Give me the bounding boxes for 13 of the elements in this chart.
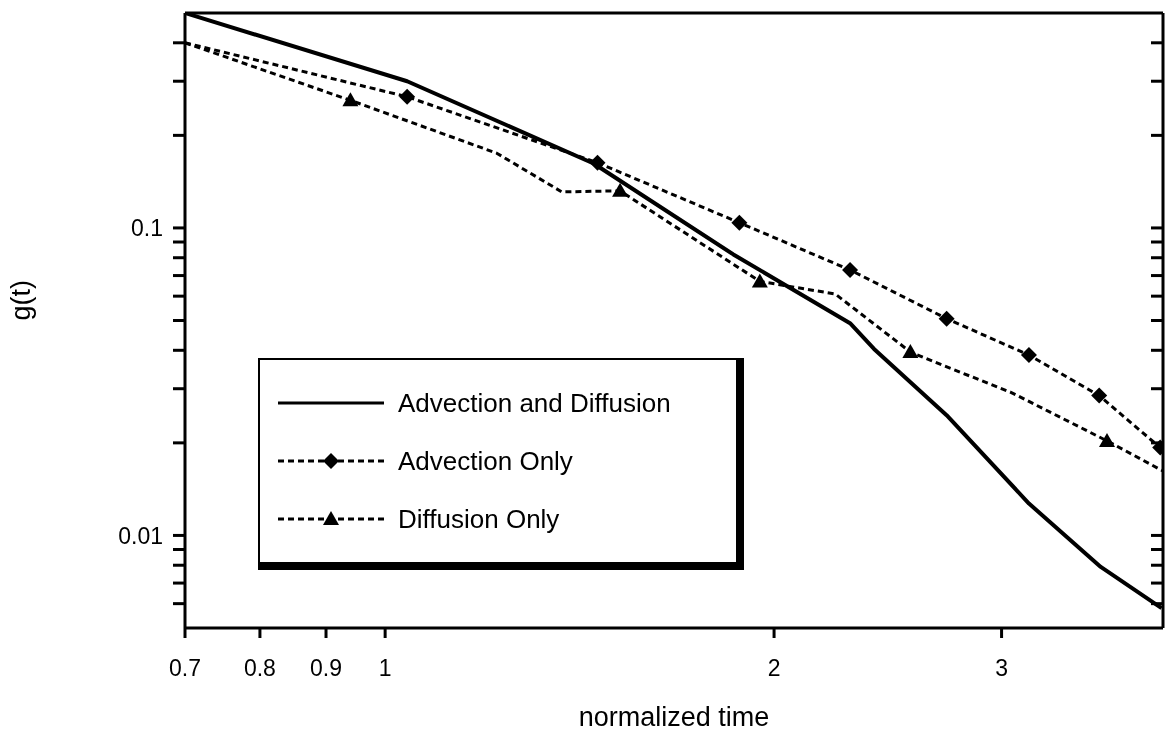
x-tick-label: 0.9 <box>310 655 343 682</box>
x-tick-label: 1 <box>378 655 392 682</box>
x-tick-label: 0.8 <box>243 655 276 682</box>
y-tick-label: 0.01 <box>118 522 163 549</box>
legend-label: Advection and Diffusion <box>398 387 671 419</box>
y-axis-title: g(t) <box>5 280 36 321</box>
x-tick-label: 2 <box>767 655 781 682</box>
legend-label: Diffusion Only <box>398 503 560 535</box>
y-tick-label: 0.1 <box>131 215 163 242</box>
legend-label: Advection Only <box>398 445 573 477</box>
x-tick-label: 0.7 <box>169 655 201 682</box>
x-tick-label: 3 <box>995 655 1008 682</box>
x-axis-title: normalized time <box>578 702 770 730</box>
